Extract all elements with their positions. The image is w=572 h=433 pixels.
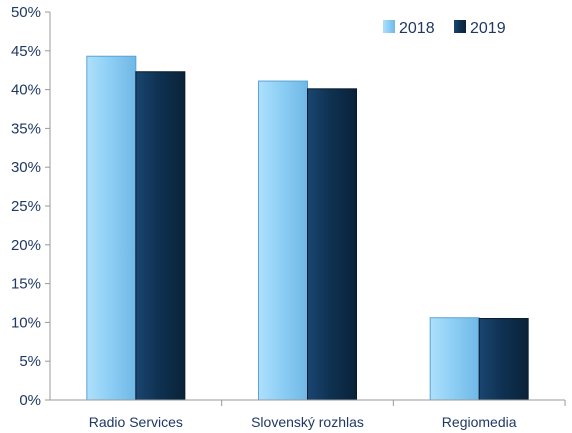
y-tick-label: 30%	[11, 159, 41, 176]
y-tick-label: 10%	[11, 314, 41, 331]
bar-2019-0	[135, 71, 186, 401]
bar-2018-2	[429, 317, 480, 401]
legend-swatch-2019	[454, 20, 466, 33]
y-tick-label: 5%	[19, 353, 41, 370]
y-tick-label: 25%	[11, 198, 41, 215]
bar-group	[86, 55, 529, 401]
x-tick-label: Regiomedia	[442, 414, 517, 430]
y-axis-ticks: 0% 5% 10% 15% 20% 25% 30% 35% 40% 45% 50%	[11, 4, 50, 409]
bar-2019-2	[478, 318, 529, 401]
y-tick-label: 20%	[11, 237, 41, 254]
x-tick-label: Radio Services	[89, 414, 183, 430]
legend-swatch-2018	[383, 20, 395, 33]
y-tick-label: 15%	[11, 276, 41, 293]
axes	[49, 12, 565, 401]
x-tick-label: Slovenský rozhlas	[251, 414, 364, 430]
y-tick-label: 50%	[11, 4, 41, 21]
y-tick-label: 0%	[19, 392, 41, 409]
y-tick-label: 40%	[11, 82, 41, 99]
x-axis-labels: Radio Services Slovenský rozhlas Regiomedi…	[89, 400, 566, 430]
legend-label: 2019	[470, 20, 506, 37]
y-tick-label: 45%	[11, 43, 41, 60]
bar-2018-0	[86, 55, 137, 401]
bar-2018-1	[258, 80, 308, 401]
bar-2019-1	[307, 88, 357, 401]
legend-label: 2018	[399, 20, 435, 37]
y-tick-label: 35%	[11, 120, 41, 137]
legend: 2018 2019	[383, 20, 506, 37]
